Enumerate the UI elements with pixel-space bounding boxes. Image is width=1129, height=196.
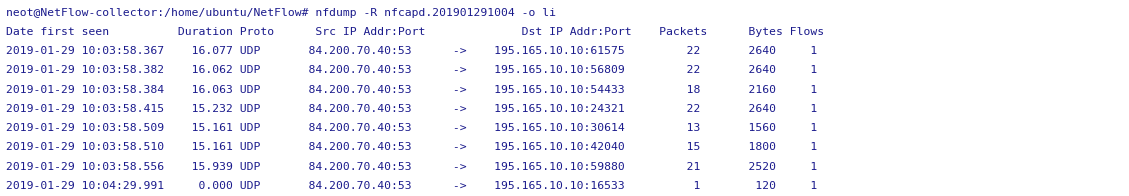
Text: neot@NetFlow-collector:/home/ubuntu/NetFlow# nfdump -R nfcapd.201901291004 -o li: neot@NetFlow-collector:/home/ubuntu/NetF… — [6, 8, 555, 18]
Text: 2019-01-29 10:04:29.991     0.000 UDP       84.200.70.40:53      ->    195.165.1: 2019-01-29 10:04:29.991 0.000 UDP 84.200… — [6, 181, 817, 191]
Text: Date first seen          Duration Proto      Src IP Addr:Port              Dst I: Date first seen Duration Proto Src IP Ad… — [6, 27, 824, 37]
Text: 2019-01-29 10:03:58.367    16.077 UDP       84.200.70.40:53      ->    195.165.1: 2019-01-29 10:03:58.367 16.077 UDP 84.20… — [6, 46, 817, 56]
Text: 2019-01-29 10:03:58.556    15.939 UDP       84.200.70.40:53      ->    195.165.1: 2019-01-29 10:03:58.556 15.939 UDP 84.20… — [6, 162, 817, 172]
Text: 2019-01-29 10:03:58.384    16.063 UDP       84.200.70.40:53      ->    195.165.1: 2019-01-29 10:03:58.384 16.063 UDP 84.20… — [6, 85, 817, 95]
Text: 2019-01-29 10:03:58.415    15.232 UDP       84.200.70.40:53      ->    195.165.1: 2019-01-29 10:03:58.415 15.232 UDP 84.20… — [6, 104, 817, 114]
Text: 2019-01-29 10:03:58.510    15.161 UDP       84.200.70.40:53      ->    195.165.1: 2019-01-29 10:03:58.510 15.161 UDP 84.20… — [6, 142, 817, 152]
Text: 2019-01-29 10:03:58.509    15.161 UDP       84.200.70.40:53      ->    195.165.1: 2019-01-29 10:03:58.509 15.161 UDP 84.20… — [6, 123, 817, 133]
Text: 2019-01-29 10:03:58.382    16.062 UDP       84.200.70.40:53      ->    195.165.1: 2019-01-29 10:03:58.382 16.062 UDP 84.20… — [6, 65, 817, 75]
